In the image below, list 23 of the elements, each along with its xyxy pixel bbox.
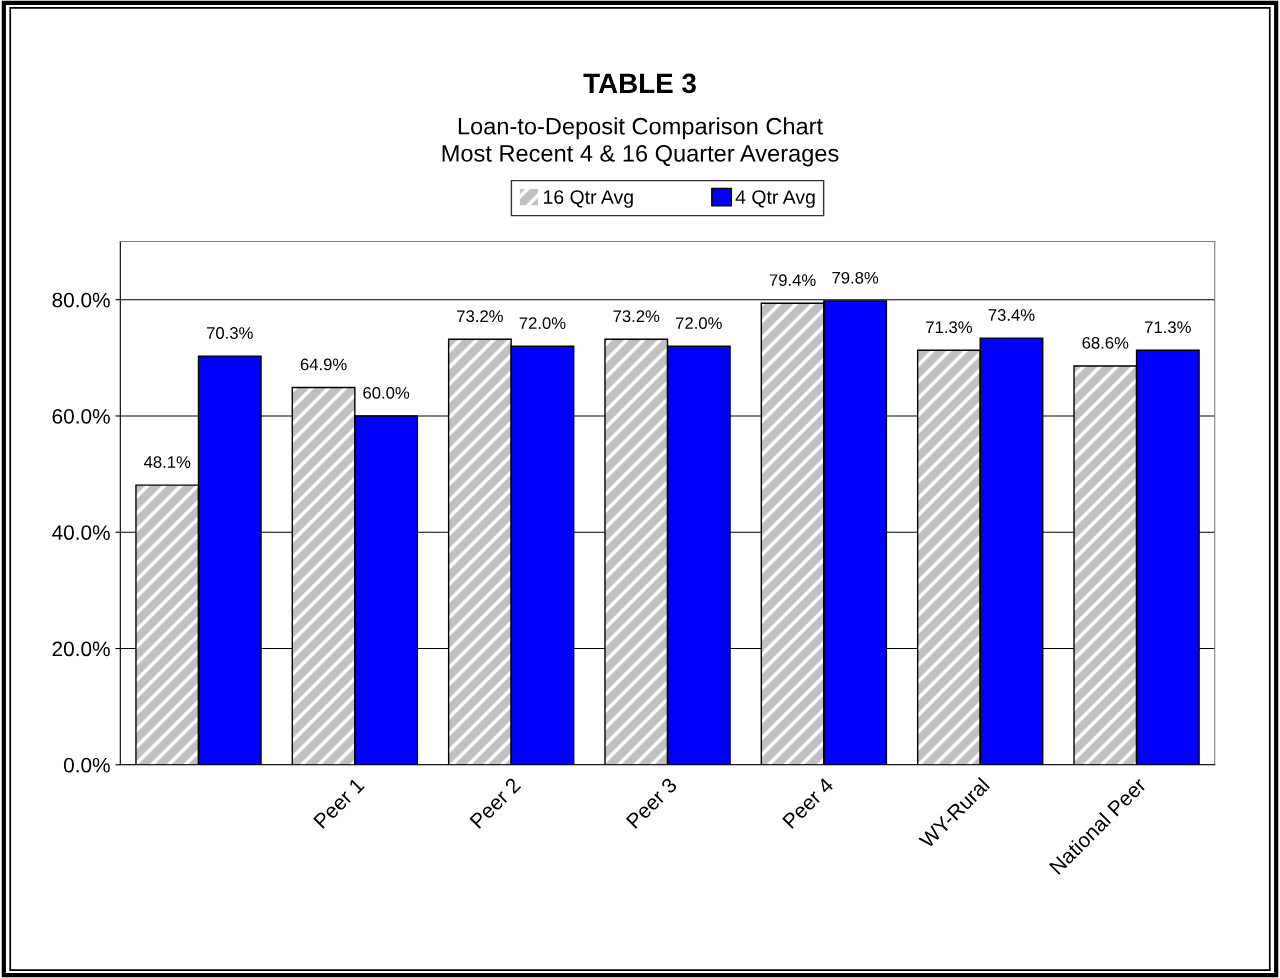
data-label: 72.0% bbox=[519, 317, 566, 330]
legend-label: 4 Qtr Avg bbox=[735, 190, 815, 208]
data-label: 64.9% bbox=[300, 358, 347, 371]
data-label: 60.0% bbox=[363, 386, 410, 399]
y-tick-label: 20.0% bbox=[52, 641, 110, 657]
data-label: 73.2% bbox=[457, 310, 503, 323]
chart-title: TABLE 3 bbox=[583, 73, 696, 94]
data-label: 71.3% bbox=[1145, 321, 1191, 334]
y-tick-label: 40.0% bbox=[52, 525, 110, 540]
data-label: 73.2% bbox=[613, 310, 660, 323]
data-label: 73.4% bbox=[988, 309, 1035, 321]
legend-label: 16 Qtr Avg bbox=[543, 190, 633, 208]
data-label: 68.6% bbox=[1082, 336, 1129, 349]
chart-subtitle: Loan-to-Deposit Comparison Chart Most Recent 4 & 16 Quarter Averages bbox=[442, 117, 839, 167]
data-label: 48.1% bbox=[143, 456, 191, 468]
y-tick-label: 80.0% bbox=[52, 292, 110, 308]
data-label: 71.3% bbox=[926, 321, 972, 334]
data-label: 70.3% bbox=[206, 327, 253, 339]
data-label: 72.0% bbox=[676, 317, 722, 330]
data-label: 79.8% bbox=[832, 271, 879, 284]
y-tick-label: 60.0% bbox=[52, 408, 110, 424]
y-tick-label: 0.0% bbox=[63, 757, 110, 773]
data-label: 79.4% bbox=[769, 274, 816, 287]
